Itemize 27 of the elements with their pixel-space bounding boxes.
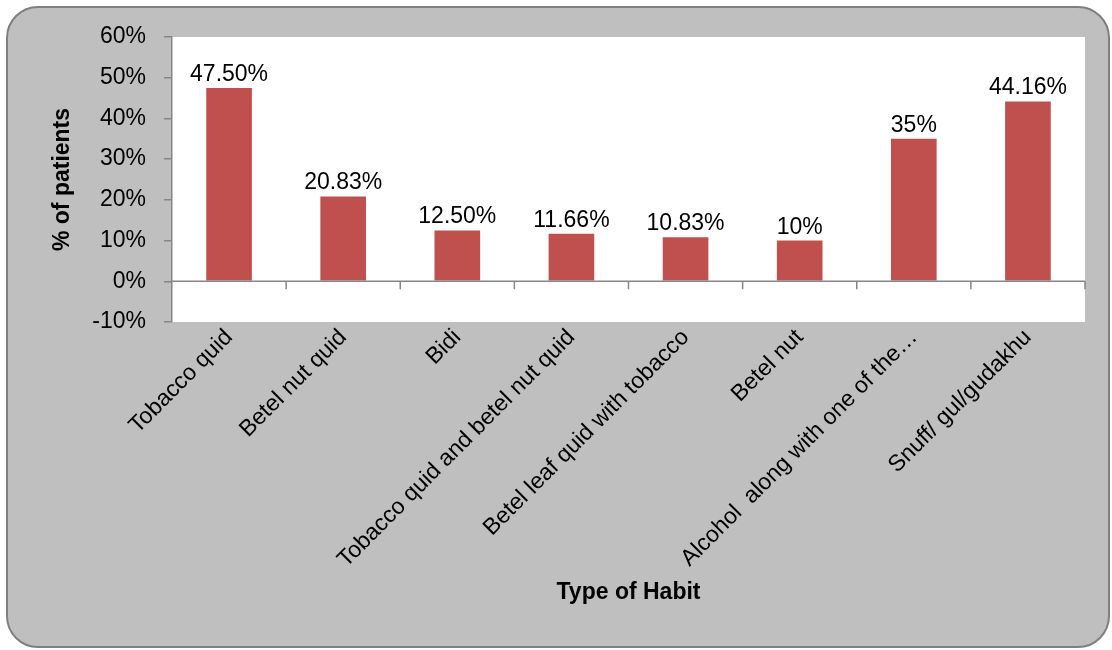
data-label: 44.16%: [988, 73, 1067, 100]
x-tick-label: Bidi: [419, 323, 466, 369]
data-label: 12.50%: [418, 202, 497, 229]
y-tick-label: 50%: [99, 63, 146, 90]
bar: [320, 196, 367, 281]
data-label: 35%: [890, 110, 937, 137]
x-axis-title: Type of Habit: [556, 577, 701, 604]
data-label: 10.83%: [646, 209, 725, 236]
bar: [662, 237, 709, 281]
y-tick-label: 20%: [99, 185, 146, 212]
y-tick-label: 60%: [99, 22, 146, 49]
data-label: 11.66%: [533, 205, 610, 232]
y-tick-label: -10%: [92, 307, 146, 334]
y-tick-label: 10%: [99, 225, 146, 252]
data-label: 47.50%: [190, 59, 269, 86]
data-label: 20.83%: [304, 168, 383, 195]
bar: [434, 230, 481, 281]
y-tick-label: 0%: [112, 266, 146, 293]
bar: [776, 240, 823, 281]
bar: [206, 87, 252, 281]
y-tick-label: 40%: [99, 103, 146, 130]
bar: [1005, 101, 1051, 281]
bar: [548, 233, 595, 281]
bar: [890, 138, 937, 281]
y-axis-title: % of patients: [48, 107, 75, 252]
y-tick-label: 30%: [99, 144, 146, 171]
data-label: 10%: [776, 212, 823, 239]
